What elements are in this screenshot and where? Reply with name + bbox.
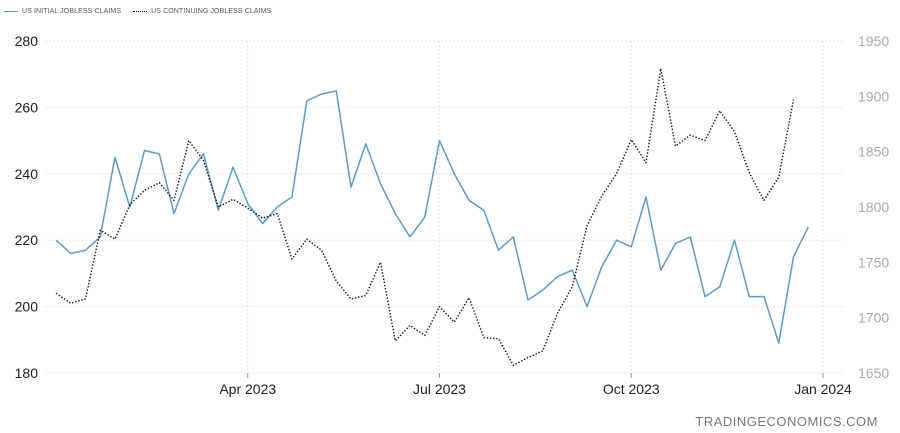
series-lines — [55, 67, 809, 366]
y-right-tick-1850: 1850 — [858, 144, 889, 160]
legend-label-continuing: US CONTINUING JOBLESS CLAIMS — [151, 7, 272, 15]
series-line-continuing-claims — [55, 67, 795, 366]
y-left-tick-240: 240 — [15, 166, 39, 182]
legend-label-initial: US INITIAL JOBLESS CLAIMS — [22, 7, 122, 15]
y-right-tick-1700: 1700 — [858, 310, 889, 326]
legend-swatch-initial — [4, 10, 18, 12]
y-left-tick-220: 220 — [15, 232, 39, 248]
watermark: TRADINGECONOMICS.COM — [695, 414, 878, 429]
left-axis: 180 200 220 240 260 280 — [15, 33, 39, 381]
y-right-tick-1750: 1750 — [858, 254, 889, 270]
gridlines — [45, 40, 845, 374]
right-axis: 1650 1700 1750 1800 1850 1900 1950 — [858, 33, 889, 381]
y-left-tick-260: 260 — [15, 99, 39, 115]
y-right-tick-1650: 1650 — [858, 365, 889, 381]
x-tick-label-1: Jul 2023 — [413, 381, 466, 397]
y-right-tick-1800: 1800 — [858, 199, 889, 215]
y-right-tick-1950: 1950 — [858, 33, 889, 49]
x-tick-label-2: Oct 2023 — [603, 381, 660, 397]
series-line-initial-claims — [55, 90, 809, 344]
x-axis: Apr 2023 Jul 2023 Oct 2023 Jan 2024 — [219, 373, 852, 397]
y-right-tick-1900: 1900 — [858, 88, 889, 104]
legend-item-initial[interactable]: US INITIAL JOBLESS CLAIMS — [4, 8, 121, 15]
y-left-tick-280: 280 — [15, 33, 39, 49]
legend: US INITIAL JOBLESS CLAIMS US CONTINUING … — [4, 4, 283, 18]
y-left-tick-200: 200 — [15, 299, 39, 315]
legend-swatch-continuing — [133, 10, 148, 12]
x-tick-label-0: Apr 2023 — [219, 381, 276, 397]
y-left-tick-180: 180 — [15, 365, 39, 381]
x-tick-label-3: Jan 2024 — [794, 381, 852, 397]
legend-item-continuing[interactable]: US CONTINUING JOBLESS CLAIMS — [133, 8, 271, 15]
